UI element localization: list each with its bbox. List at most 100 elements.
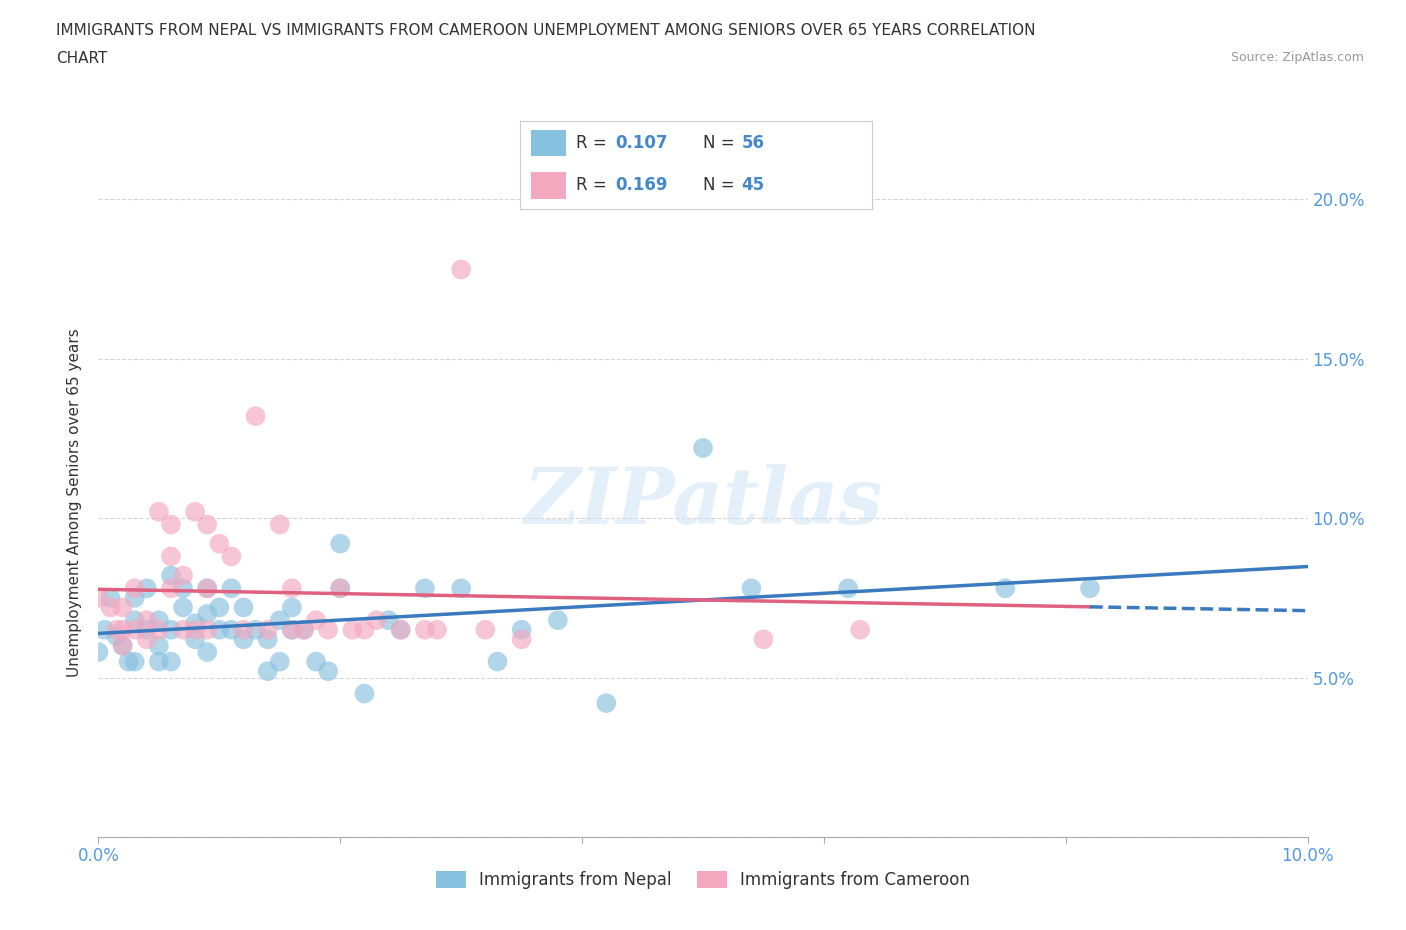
Point bbox=[160, 549, 183, 564]
Point bbox=[353, 622, 375, 637]
Point bbox=[837, 581, 859, 596]
Point bbox=[118, 654, 141, 669]
Point bbox=[329, 537, 352, 551]
Point bbox=[486, 654, 509, 669]
Point bbox=[160, 654, 183, 669]
Point bbox=[93, 622, 115, 637]
Point bbox=[160, 622, 183, 637]
Text: 0.169: 0.169 bbox=[616, 177, 668, 194]
Point bbox=[87, 644, 110, 659]
Point bbox=[172, 581, 194, 596]
Point bbox=[245, 622, 267, 637]
Point bbox=[994, 581, 1017, 596]
Text: N =: N = bbox=[703, 134, 740, 152]
Point bbox=[160, 581, 183, 596]
Point bbox=[124, 654, 146, 669]
Point bbox=[316, 664, 339, 679]
Y-axis label: Unemployment Among Seniors over 65 years: Unemployment Among Seniors over 65 years bbox=[67, 328, 83, 677]
Point bbox=[208, 600, 231, 615]
Point bbox=[256, 664, 278, 679]
Point bbox=[329, 581, 352, 596]
Point bbox=[269, 517, 291, 532]
Text: 45: 45 bbox=[742, 177, 765, 194]
Point bbox=[195, 581, 218, 596]
Bar bbox=[531, 172, 565, 199]
Point bbox=[510, 631, 533, 646]
Point bbox=[232, 631, 254, 646]
Point bbox=[353, 686, 375, 701]
Point bbox=[135, 631, 157, 646]
Point bbox=[366, 613, 388, 628]
Point bbox=[148, 638, 170, 653]
Point bbox=[124, 591, 146, 605]
Point bbox=[172, 568, 194, 583]
Point bbox=[281, 622, 304, 637]
Point bbox=[849, 622, 872, 637]
Bar bbox=[531, 130, 565, 156]
Point bbox=[184, 631, 207, 646]
Point bbox=[256, 631, 278, 646]
Point bbox=[342, 622, 364, 637]
Point bbox=[172, 622, 194, 637]
Point bbox=[195, 644, 218, 659]
Point bbox=[752, 631, 775, 646]
Text: IMMIGRANTS FROM NEPAL VS IMMIGRANTS FROM CAMEROON UNEMPLOYMENT AMONG SENIORS OVE: IMMIGRANTS FROM NEPAL VS IMMIGRANTS FROM… bbox=[56, 23, 1036, 38]
Point bbox=[184, 616, 207, 631]
Point bbox=[111, 638, 134, 653]
Point bbox=[740, 581, 762, 596]
Point bbox=[329, 581, 352, 596]
Point bbox=[316, 622, 339, 637]
Point bbox=[269, 613, 291, 628]
Point bbox=[105, 629, 128, 644]
Text: Source: ZipAtlas.com: Source: ZipAtlas.com bbox=[1230, 51, 1364, 64]
Point bbox=[256, 622, 278, 637]
Point bbox=[195, 606, 218, 621]
Point bbox=[221, 549, 243, 564]
Point bbox=[281, 581, 304, 596]
Point bbox=[1078, 581, 1101, 596]
Point bbox=[377, 613, 399, 628]
Point bbox=[426, 622, 449, 637]
Point bbox=[413, 622, 436, 637]
Point bbox=[148, 504, 170, 519]
Point bbox=[450, 262, 472, 277]
Point bbox=[281, 622, 304, 637]
Point bbox=[87, 591, 110, 605]
Point bbox=[148, 654, 170, 669]
Point bbox=[281, 600, 304, 615]
Point bbox=[232, 600, 254, 615]
Point bbox=[135, 613, 157, 628]
Point bbox=[172, 600, 194, 615]
Point bbox=[474, 622, 496, 637]
Point bbox=[208, 537, 231, 551]
Point bbox=[100, 591, 122, 605]
Point bbox=[245, 408, 267, 423]
Point bbox=[692, 441, 714, 456]
Point bbox=[184, 504, 207, 519]
Point bbox=[547, 613, 569, 628]
Point bbox=[184, 622, 207, 637]
Point bbox=[389, 622, 412, 637]
Point bbox=[135, 581, 157, 596]
Point bbox=[124, 581, 146, 596]
Point bbox=[124, 622, 146, 637]
Text: 0.107: 0.107 bbox=[616, 134, 668, 152]
Point bbox=[160, 568, 183, 583]
Point bbox=[292, 622, 315, 637]
Point bbox=[389, 622, 412, 637]
Point bbox=[305, 613, 328, 628]
Point bbox=[148, 622, 170, 637]
Point bbox=[305, 654, 328, 669]
Point bbox=[195, 581, 218, 596]
Point bbox=[111, 600, 134, 615]
Point bbox=[232, 622, 254, 637]
Point bbox=[269, 654, 291, 669]
Point bbox=[111, 638, 134, 653]
Text: R =: R = bbox=[576, 177, 613, 194]
Point bbox=[100, 600, 122, 615]
Point bbox=[124, 613, 146, 628]
Point bbox=[208, 622, 231, 637]
Point bbox=[595, 696, 617, 711]
Text: R =: R = bbox=[576, 134, 613, 152]
Legend: Immigrants from Nepal, Immigrants from Cameroon: Immigrants from Nepal, Immigrants from C… bbox=[429, 864, 977, 896]
